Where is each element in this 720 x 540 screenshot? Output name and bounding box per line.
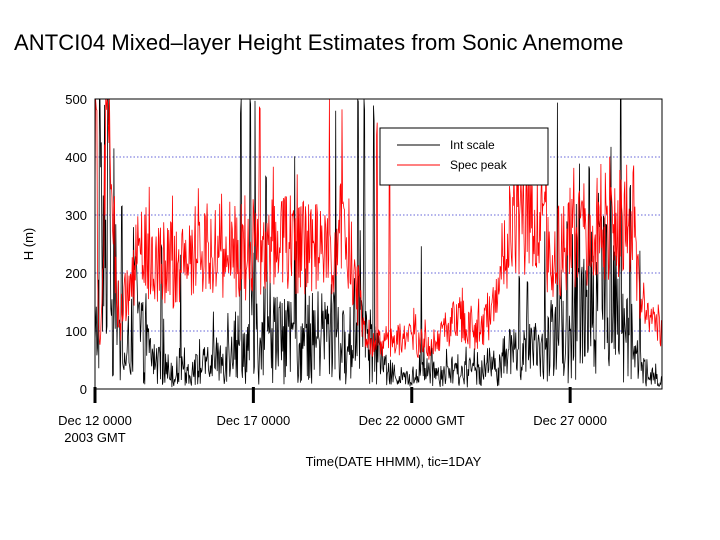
y-tick-label: 200 <box>65 266 87 281</box>
x-tick-label: Dec 27 0000 <box>533 413 607 428</box>
legend: Int scale Spec peak <box>379 127 549 186</box>
x-tick-label: Dec 12 0000 <box>58 413 132 428</box>
legend-label: Int scale <box>450 138 495 152</box>
legend-box <box>379 127 549 186</box>
y-tick-label: 400 <box>65 150 87 165</box>
y-axis-ticks: 0 100 200 300 400 500 <box>65 92 87 397</box>
series-layer <box>95 99 662 388</box>
y-tick-label: 300 <box>65 208 87 223</box>
plot-frame <box>94 98 663 390</box>
y-axis-label: H (m) <box>21 228 36 261</box>
chart-title: ANTCI04 Mixed–layer Height Estimates fro… <box>14 30 624 55</box>
x-axis-label: Time(DATE HHMM), tic=1DAY <box>306 454 482 469</box>
y-tick-label: 100 <box>65 324 87 339</box>
y-tick-label: 500 <box>65 92 87 107</box>
x-tick-label: 2003 GMT <box>64 430 125 445</box>
legend-label: Spec peak <box>450 158 508 172</box>
x-tick-label: Dec 17 0000 <box>217 413 291 428</box>
x-tick-label: Dec 22 0000 GMT <box>359 413 465 428</box>
y-tick-label: 0 <box>80 382 87 397</box>
series-line-spec-peak <box>95 99 662 360</box>
x-axis-ticks: Dec 12 0000 2003 GMT Dec 17 0000 Dec 22 000… <box>58 387 607 445</box>
